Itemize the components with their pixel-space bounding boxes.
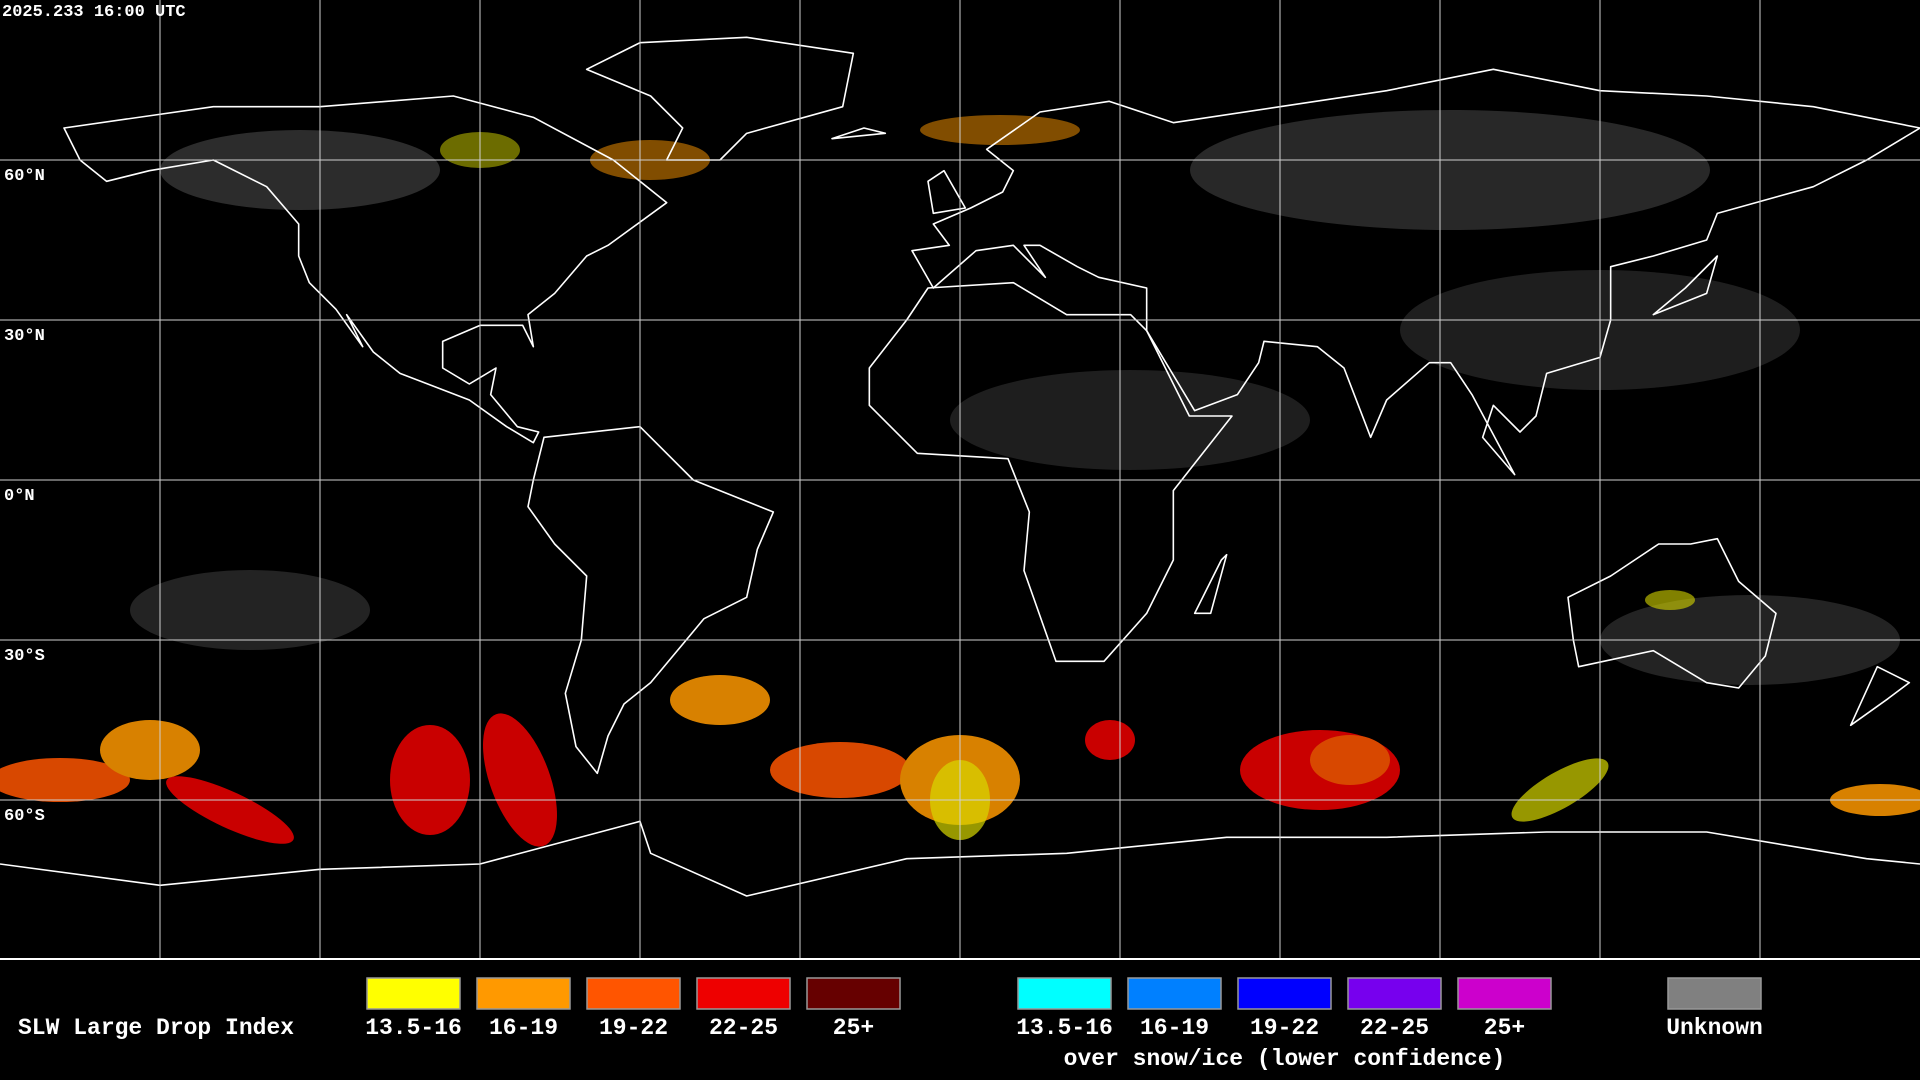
legend-caption: over snow/ice (lower confidence): [1064, 1046, 1506, 1072]
legend-swatch: [586, 977, 681, 1010]
lat-label: 0°N: [4, 487, 35, 506]
coastline: [64, 96, 667, 443]
timestamp: 2025.233 16:00 UTC: [2, 3, 186, 22]
legend-swatch: [806, 977, 901, 1010]
legend-swatch: [1127, 977, 1222, 1010]
legend-label: 16-19: [489, 1015, 558, 1041]
legend-label: 16-19: [1140, 1015, 1209, 1041]
map: [0, 0, 1920, 960]
legend-swatch: [1017, 977, 1112, 1010]
graticule: [0, 0, 1920, 958]
lat-label: 60°S: [4, 807, 45, 826]
coastline: [1568, 539, 1776, 688]
legend-title: SLW Large Drop Index: [18, 1015, 294, 1041]
legend-label: 22-25: [1360, 1015, 1429, 1041]
coastline: [0, 821, 1920, 896]
legend-swatch: [476, 977, 571, 1010]
legend-label: 19-22: [599, 1015, 668, 1041]
legend-label: 19-22: [1250, 1015, 1319, 1041]
coastline: [832, 128, 1909, 725]
coastline: [869, 283, 1232, 662]
legend-swatch: [1667, 977, 1762, 1010]
legend-label: 13.5-16: [365, 1015, 462, 1041]
cloud-field: [0, 110, 1920, 847]
legend-swatch: [1457, 977, 1552, 1010]
legend-label: Unknown: [1666, 1015, 1763, 1041]
lat-label: 60°N: [4, 167, 45, 186]
legend: 13.5-16 16-19 19-22 22-25 25+ 13.5-16 16-19 19-…: [365, 977, 1763, 1072]
legend-label: 25+: [1484, 1015, 1525, 1041]
lat-label: 30°S: [4, 647, 45, 666]
legend-swatch: [1237, 977, 1332, 1010]
coastlines: [0, 37, 1920, 896]
legend-swatch: [366, 977, 461, 1010]
legend-label: 25+: [833, 1015, 874, 1041]
coastline: [912, 69, 1920, 474]
map-border: [0, 958, 1920, 960]
coastline: [587, 37, 854, 160]
legend-swatch: [1347, 977, 1442, 1010]
legend-label: 13.5-16: [1016, 1015, 1113, 1041]
legend-label: 22-25: [709, 1015, 778, 1041]
lat-label: 30°N: [4, 327, 45, 346]
coastline: [528, 427, 773, 774]
legend-swatch: [696, 977, 791, 1010]
